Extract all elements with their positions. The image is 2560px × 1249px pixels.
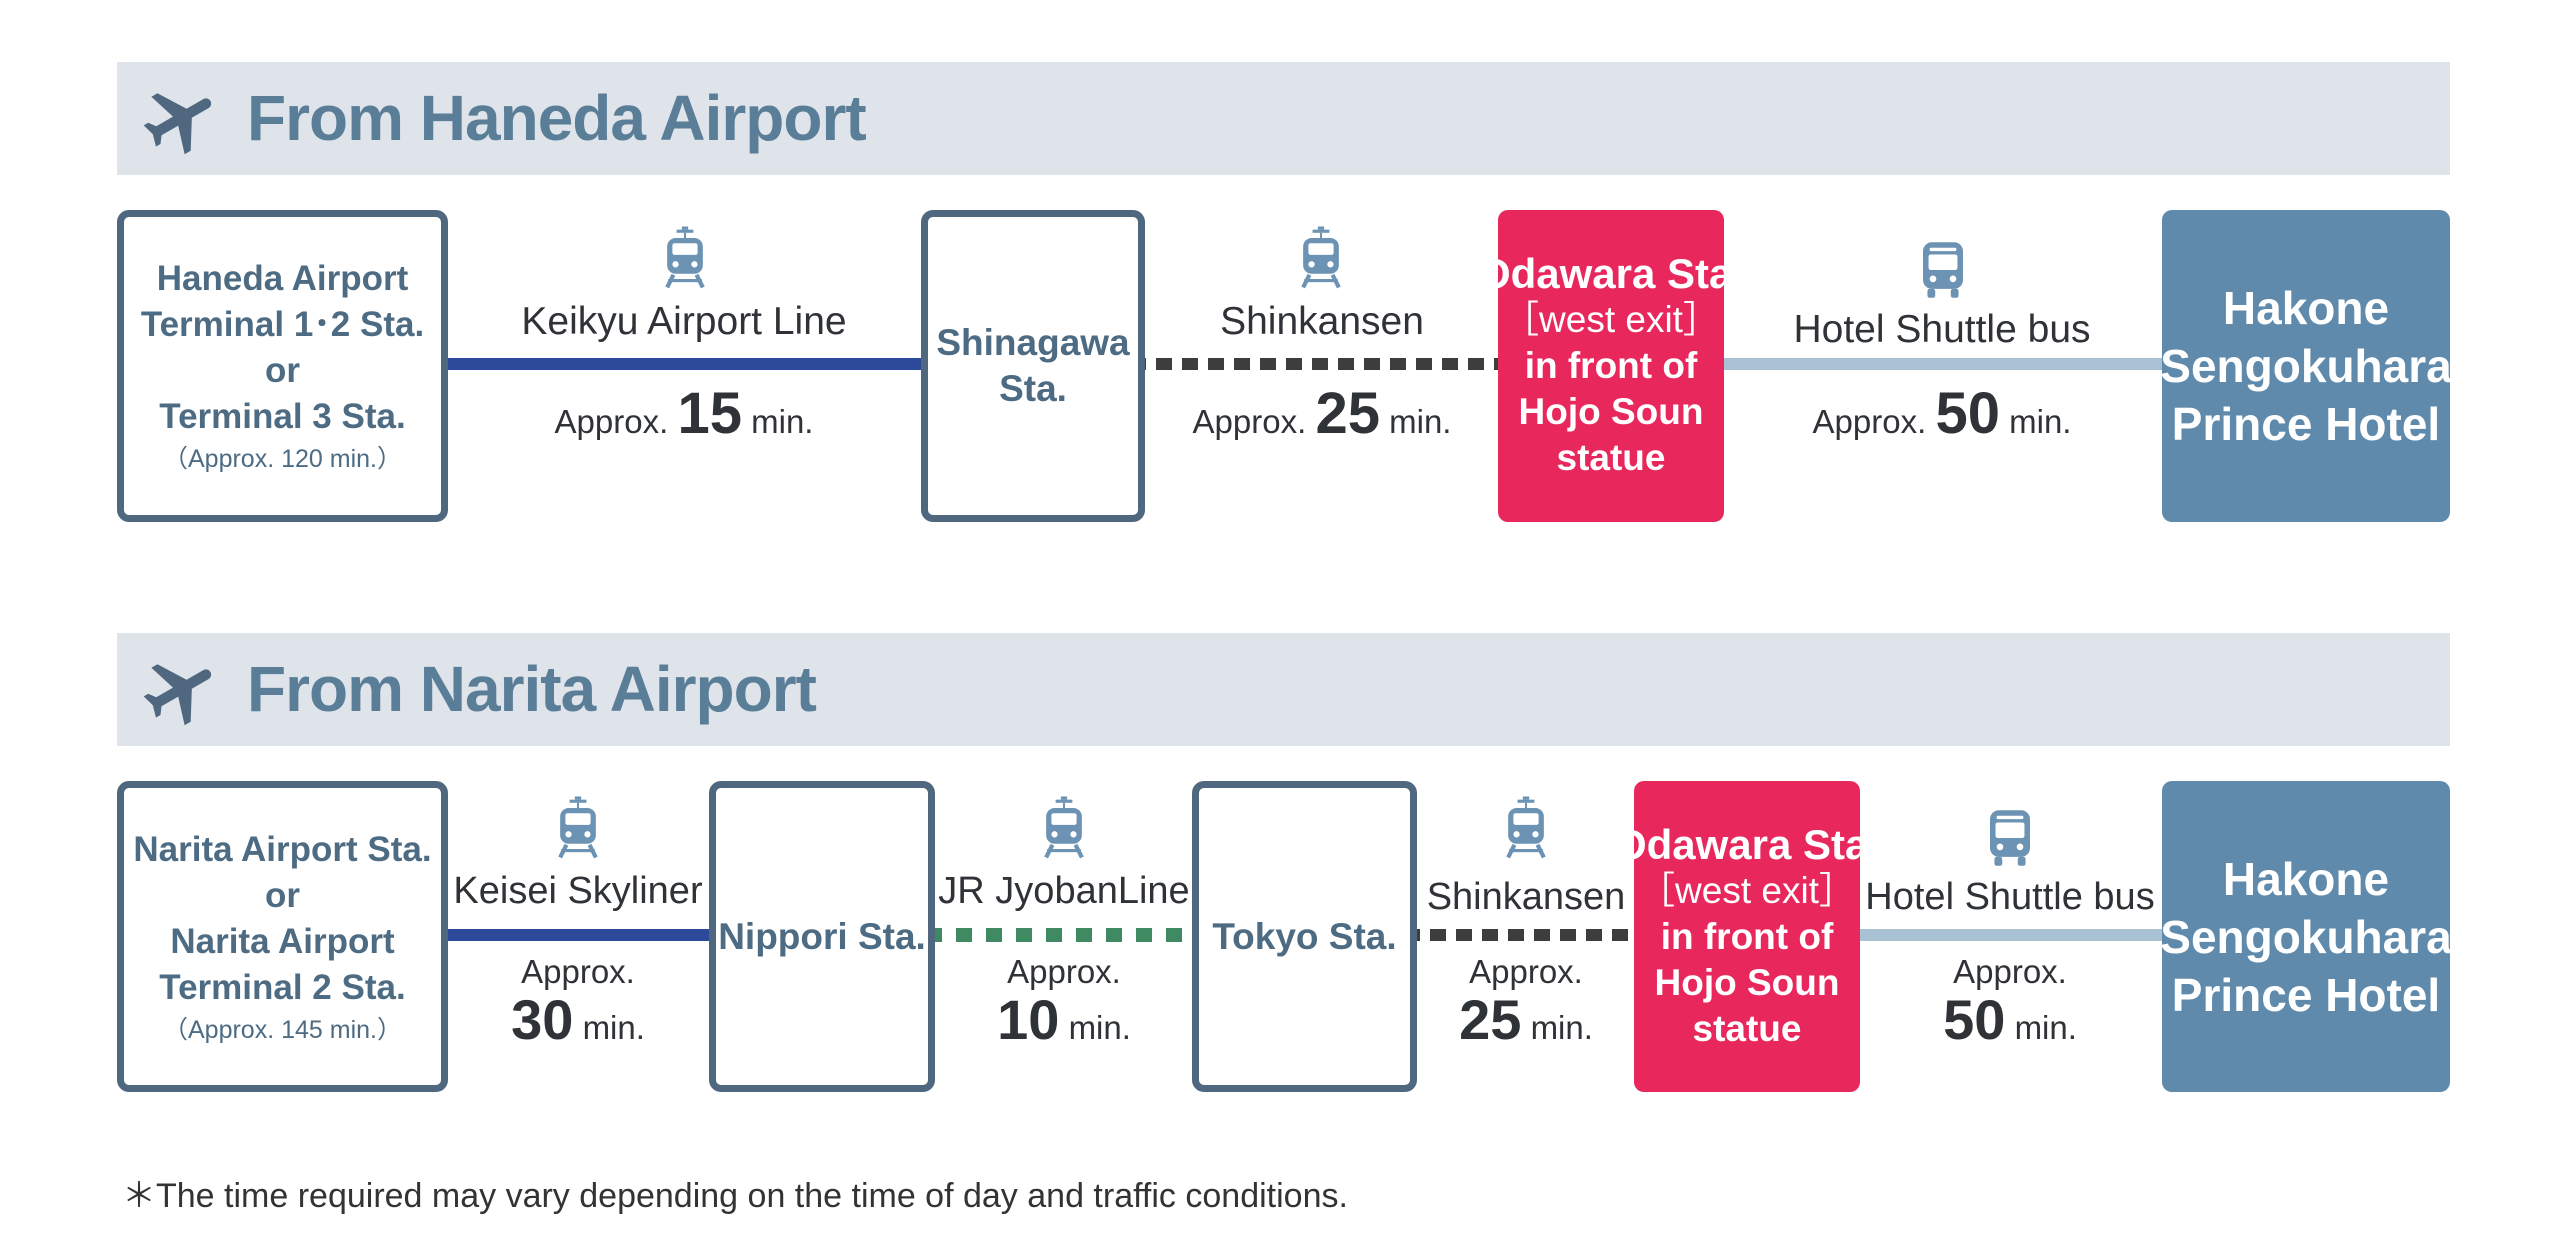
nippori-station-box: Nippori Sta. <box>709 781 935 1092</box>
hotel-line: Sengokuhara <box>2160 910 2452 963</box>
train-icon <box>664 226 706 290</box>
hotel-destination-box: Hakone Sengokuhara Prince Hotel <box>2160 210 2452 522</box>
station-line: Nippori Sta. <box>718 915 926 957</box>
time-value: 30 <box>511 988 574 1051</box>
shinkansen-route-line <box>1412 929 1640 941</box>
station-line: Odawara Sta. <box>1477 250 1745 297</box>
time-unit: min. <box>1389 403 1452 440</box>
hotel-destination-box: Hakone Sengokuhara Prince Hotel <box>2160 781 2452 1092</box>
segment-time: Approx. 10 min. <box>997 955 1131 1048</box>
station-line: statue <box>1692 1007 1802 1049</box>
station-line: ［west exit］ <box>1502 299 1720 340</box>
origin-line: or <box>265 875 300 915</box>
origin-line: Terminal 3 Sta. <box>159 397 406 436</box>
station-line: Sta. <box>999 368 1067 409</box>
station-line: Hojo Soun <box>1654 961 1840 1003</box>
approx-label: Approx. <box>1192 403 1307 440</box>
segment-time: Approx. 15 min. <box>555 380 814 447</box>
segment-name: Hotel Shuttle bus <box>1793 308 2091 351</box>
shuttle-route-line <box>1855 929 2172 941</box>
airplane-icon <box>139 649 223 733</box>
station-line: in front of <box>1524 345 1698 386</box>
time-unit: min. <box>1530 1009 1593 1046</box>
haneda-title: From Haneda Airport <box>247 82 867 154</box>
narita-header: From Narita Airport <box>117 633 2450 746</box>
segment-time: Approx. 50 min. <box>1943 955 2077 1048</box>
shinkansen-route-line <box>1138 358 1504 370</box>
approx-label: Approx. <box>554 403 669 440</box>
segment-time: Approx. 30 min. <box>511 955 645 1048</box>
bus-icon <box>1920 240 1966 300</box>
jr-joban-route-line <box>930 928 1198 942</box>
station-line: Tokyo Sta. <box>1212 915 1397 957</box>
shuttle-route-line <box>1720 358 2172 370</box>
segment-name: Hotel Shuttle bus <box>1865 876 2155 918</box>
origin-line: Narita Airport Sta. <box>133 829 432 869</box>
train-icon <box>1300 226 1342 290</box>
origin-line: Haneda Airport <box>156 259 409 298</box>
approx-label: Approx. <box>1953 953 2067 990</box>
hotel-line: Prince Hotel <box>2171 398 2441 450</box>
origin-duration: （Approx. 120 min.） <box>163 445 402 473</box>
narita-origin-box: Narita Airport Sta. or Narita Airport Te… <box>117 781 448 1092</box>
station-line: Odawara Sta. <box>1613 820 1881 868</box>
tokyo-station-box: Tokyo Sta. <box>1192 781 1417 1092</box>
footnote: ＊The time required may vary depending on… <box>122 1177 1348 1215</box>
train-icon <box>1043 796 1085 860</box>
time-unit: min. <box>1068 1009 1131 1046</box>
station-line: Shinagawa <box>936 322 1130 363</box>
odawara-station-box: Odawara Sta. ［west exit］ in front of Hoj… <box>1478 210 1744 522</box>
approx-label: Approx. <box>1812 403 1927 440</box>
haneda-origin-box: Haneda Airport Terminal 1･2 Sta. or Term… <box>117 210 448 522</box>
segment-time: Approx. 50 min. <box>1813 380 2072 447</box>
approx-label: Approx. <box>1007 953 1121 990</box>
hotel-line: Hakone <box>2222 852 2390 905</box>
time-unit: min. <box>2014 1009 2077 1046</box>
origin-line: Terminal 1･2 Sta. <box>140 305 425 344</box>
time-unit: min. <box>582 1009 645 1046</box>
skyliner-route-line <box>440 929 716 941</box>
hotel-line: Hakone <box>2222 282 2390 334</box>
origin-line: or <box>265 351 300 390</box>
approx-label: Approx. <box>1469 953 1583 990</box>
train-icon <box>557 796 599 860</box>
station-line: Hojo Soun <box>1518 391 1704 432</box>
airplane-icon <box>139 78 223 162</box>
odawara-station-box: Odawara Sta. ［west exit］ in front of Hoj… <box>1614 781 1880 1092</box>
station-line: ［west exit］ <box>1638 869 1856 911</box>
origin-line: Narita Airport <box>170 921 395 961</box>
haneda-header: From Haneda Airport <box>117 62 2450 175</box>
station-line: in front of <box>1660 915 1834 957</box>
hotel-line: Prince Hotel <box>2171 968 2441 1021</box>
origin-duration: （Approx. 145 min.） <box>163 1015 402 1044</box>
station-line: statue <box>1556 437 1666 478</box>
time-value: 25 <box>1315 381 1380 446</box>
narita-title: From Narita Airport <box>247 653 817 725</box>
time-value: 10 <box>997 988 1060 1051</box>
origin-line: Terminal 2 Sta. <box>159 967 406 1007</box>
bus-icon <box>1987 808 2033 868</box>
time-value: 25 <box>1459 988 1522 1051</box>
time-unit: min. <box>2009 403 2072 440</box>
time-value: 50 <box>1943 988 2006 1051</box>
keikyu-route-line <box>440 358 928 370</box>
segment-name: JR JyobanLine <box>938 870 1190 912</box>
segment-time: Approx. 25 min. <box>1193 380 1452 447</box>
segment-time: Approx. 25 min. <box>1459 955 1593 1048</box>
segment-name: Shinkansen <box>1220 300 1424 343</box>
segment-name: Keikyu Airport Line <box>521 300 847 343</box>
hotel-line: Sengokuhara <box>2160 340 2452 392</box>
segment-name: Keisei Skyliner <box>453 870 703 912</box>
train-icon <box>1505 796 1547 860</box>
time-unit: min. <box>751 403 814 440</box>
segment-name: Shinkansen <box>1426 876 1626 918</box>
shinagawa-station-box: Shinagawa Sta. <box>921 210 1145 522</box>
time-value: 15 <box>677 381 742 446</box>
approx-label: Approx. <box>521 953 635 990</box>
time-value: 50 <box>1935 381 2000 446</box>
